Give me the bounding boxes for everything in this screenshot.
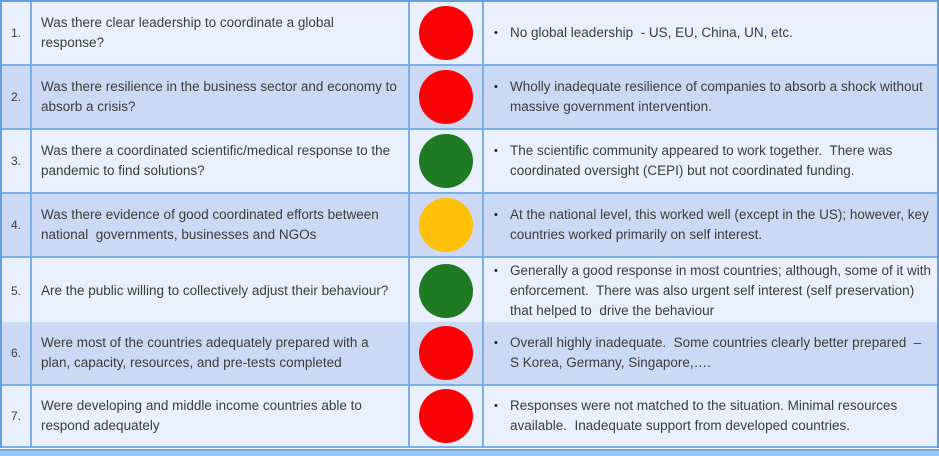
question-cell: Was there clear leadership to coordinate… <box>32 2 410 66</box>
table-row: 6. Were most of the countries adequately… <box>2 322 937 386</box>
bullet-icon: • <box>494 265 498 277</box>
bottom-strip <box>0 448 939 456</box>
question-cell: Was there evidence of good coordinated e… <box>32 194 410 258</box>
row-number: 4. <box>10 218 21 232</box>
table-row: 3. Was there a coordinated scientific/me… <box>2 130 937 194</box>
status-cell <box>410 130 484 194</box>
bullet-icon: • <box>494 209 498 221</box>
bullet-line: • No global leadership - US, EU, China, … <box>492 23 931 43</box>
answer-cell: • Wholly inadequate resilience of compan… <box>484 66 937 130</box>
row-number: 5. <box>10 284 21 298</box>
question-cell: Was there a coordinated scientific/medic… <box>32 130 410 194</box>
status-cell <box>410 386 484 448</box>
bullet-icon: • <box>494 400 498 412</box>
status-circle-icon-red <box>419 326 473 380</box>
row-number: 1. <box>10 26 21 40</box>
answer-text: Overall highly inadequate. Some countrie… <box>510 335 925 370</box>
bullet-line: • Wholly inadequate resilience of compan… <box>492 77 931 117</box>
answer-cell: • Generally a good response in most coun… <box>484 258 937 326</box>
answer-text: At the national level, this worked well … <box>510 207 933 242</box>
table-row: 1. Was there clear leadership to coordin… <box>2 2 937 66</box>
table-body: 1. Was there clear leadership to coordin… <box>2 2 937 448</box>
status-circle-icon-red <box>419 389 473 443</box>
answer-cell: • Overall highly inadequate. Some countr… <box>484 322 937 386</box>
row-number-cell: 6. <box>2 322 32 386</box>
answer-cell: • No global leadership - US, EU, China, … <box>484 2 937 66</box>
table-row: 5. Are the public willing to collectivel… <box>2 258 937 326</box>
answer-text: Wholly inadequate resilience of companie… <box>510 79 927 114</box>
bullet-icon: • <box>494 81 498 93</box>
row-number-cell: 1. <box>2 2 32 66</box>
question-cell: Were most of the countries adequately pr… <box>32 322 410 386</box>
row-number-cell: 3. <box>2 130 32 194</box>
row-number: 7. <box>10 409 21 423</box>
status-cell <box>410 258 484 326</box>
row-number-cell: 5. <box>2 258 32 326</box>
bullet-icon: • <box>494 337 498 349</box>
bullet-line: • Overall highly inadequate. Some countr… <box>492 333 931 373</box>
row-number-cell: 4. <box>2 194 32 258</box>
bullet-line: • Responses were not matched to the situ… <box>492 396 931 436</box>
status-circle-icon-red <box>419 70 473 124</box>
question-cell: Are the public willing to collectively a… <box>32 258 410 326</box>
answer-cell: • Responses were not matched to the situ… <box>484 386 937 448</box>
status-circle-icon-green <box>419 264 473 318</box>
status-circle-icon-yellow <box>419 198 473 252</box>
answer-text: Responses were not matched to the situat… <box>510 398 901 433</box>
row-number: 2. <box>10 90 21 104</box>
table-row: 7. Were developing and middle income cou… <box>2 386 937 448</box>
table-row: 4. Was there evidence of good coordinate… <box>2 194 937 258</box>
row-number: 3. <box>10 154 21 168</box>
bullet-line: • Generally a good response in most coun… <box>492 261 931 321</box>
question-cell: Was there resilience in the business sec… <box>32 66 410 130</box>
bullet-icon: • <box>494 145 498 157</box>
bullet-line: • The scientific community appeared to w… <box>492 141 931 181</box>
status-cell <box>410 2 484 66</box>
bullet-line: • At the national level, this worked wel… <box>492 205 931 245</box>
status-cell <box>410 66 484 130</box>
row-number-cell: 7. <box>2 386 32 448</box>
status-circle-icon-green <box>419 134 473 188</box>
table-row: 2. Was there resilience in the business … <box>2 66 937 130</box>
bullet-icon: • <box>494 27 498 39</box>
question-cell: Were developing and middle income countr… <box>32 386 410 448</box>
answer-text: No global leadership - US, EU, China, UN… <box>510 25 793 40</box>
status-cell <box>410 322 484 386</box>
status-cell <box>410 194 484 258</box>
status-circle-icon-red <box>419 6 473 60</box>
row-number: 6. <box>10 346 21 360</box>
answer-text: Generally a good response in most countr… <box>510 263 935 318</box>
answer-text: The scientific community appeared to wor… <box>510 143 897 178</box>
answer-cell: • At the national level, this worked wel… <box>484 194 937 258</box>
row-number-cell: 2. <box>2 66 32 130</box>
answer-cell: • The scientific community appeared to w… <box>484 130 937 194</box>
